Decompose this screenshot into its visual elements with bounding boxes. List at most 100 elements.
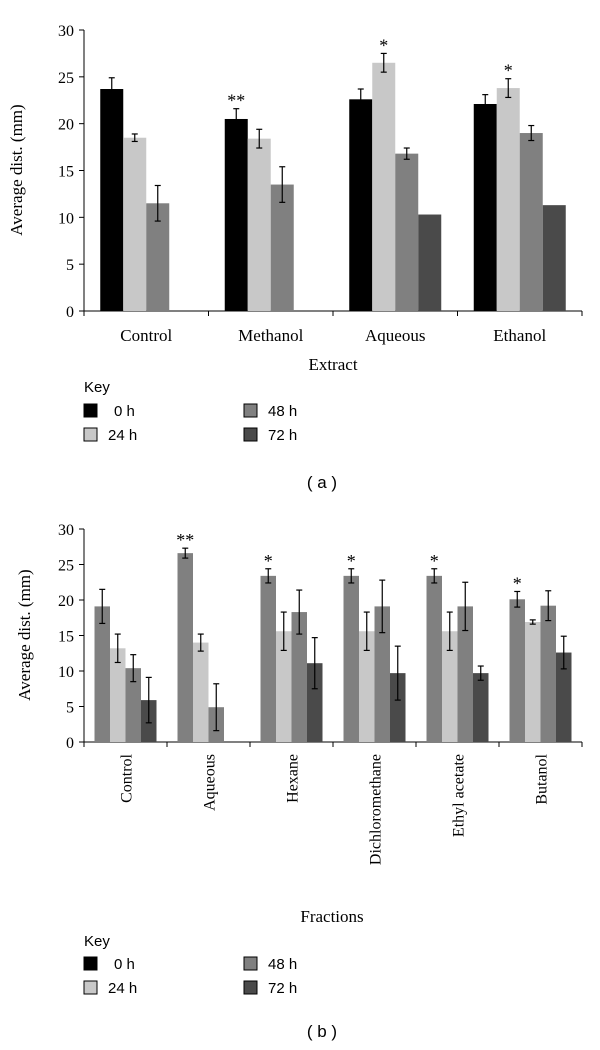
y-tick-label: 10 <box>58 210 74 227</box>
panel-a-x-axis-label: Extract <box>308 355 357 374</box>
y-tick-label: 10 <box>58 664 74 681</box>
panel-a-caption: ( a ) <box>307 473 337 492</box>
legend-b-label-0h: 0 h <box>114 956 135 973</box>
y-tick-label: 20 <box>58 593 74 610</box>
bar <box>146 203 170 311</box>
bar <box>556 652 572 742</box>
y-tick-label: 0 <box>66 304 74 321</box>
bar <box>193 642 209 742</box>
panel-a-bars: **** <box>100 35 566 312</box>
legend-b-swatch-72h <box>243 980 258 995</box>
significance-marker: * <box>513 573 522 593</box>
bar <box>247 138 271 311</box>
y-tick-label: 20 <box>58 117 74 134</box>
bar <box>525 622 541 742</box>
legend-b-label-48h: 48 h <box>268 956 297 973</box>
bar <box>125 668 141 742</box>
bar <box>100 89 124 311</box>
x-tick-label: Hexane <box>285 754 302 803</box>
panel-b-legend-title: Key <box>84 933 110 950</box>
x-tick-label: Ethyl acetate <box>451 754 468 837</box>
y-tick-label: 30 <box>58 23 74 40</box>
panel-a-axes: 0 5 10 15 20 25 30 Control Methanol Aqueous Ethano… <box>58 23 583 345</box>
significance-marker: ** <box>176 530 194 550</box>
x-tick-label: Methanol <box>238 326 303 345</box>
bar <box>260 575 276 742</box>
panel-b-caption: ( b ) <box>307 1022 337 1041</box>
y-tick-label: 15 <box>58 629 74 646</box>
significance-marker: * <box>347 551 356 571</box>
bar <box>372 62 396 312</box>
bar <box>509 599 525 742</box>
bar <box>496 88 520 311</box>
bar <box>270 184 294 311</box>
bar <box>307 663 323 742</box>
x-tick-label: Ethanol <box>493 326 546 345</box>
panel-a-y-axis-label: Average dist. (mm) <box>7 104 26 235</box>
bar <box>395 153 419 311</box>
bar <box>94 606 110 742</box>
legend-label-48h: 48 h <box>268 403 297 420</box>
bar <box>349 99 373 312</box>
panel-b-legend: Key 0 h 24 h 48 h 72 h <box>83 933 297 997</box>
bar <box>540 605 556 742</box>
bar <box>457 606 473 742</box>
x-tick-label: Aqueous <box>202 754 219 811</box>
y-tick-label: 30 <box>58 522 74 539</box>
bar <box>390 673 406 742</box>
panel-b-bars: *** * ** <box>94 530 572 742</box>
legend-swatch-0h <box>83 403 98 418</box>
legend-b-swatch-48h <box>243 956 258 971</box>
x-tick-label: Control <box>119 753 136 802</box>
significance-marker: * <box>379 35 388 55</box>
significance-marker: * <box>504 61 513 81</box>
bar <box>473 673 489 742</box>
legend-label-24h: 24 h <box>108 427 137 444</box>
y-tick-label: 25 <box>58 70 74 87</box>
legend-b-swatch-24h <box>83 980 98 995</box>
bar <box>519 133 543 311</box>
panel-b-x-axis-label: Fractions <box>300 907 363 926</box>
bar <box>418 214 442 311</box>
bar <box>426 575 442 742</box>
panel-a-chart: 0 5 10 15 20 25 30 Control Methanol Aqueous Ethano… <box>7 23 583 492</box>
panel-a-legend-title: Key <box>84 379 110 396</box>
y-tick-label: 5 <box>66 700 74 717</box>
y-tick-label: 15 <box>58 164 74 181</box>
x-tick-label: Dichloromethane <box>368 754 385 865</box>
x-tick-label: Butanol <box>534 753 551 804</box>
legend-b-swatch-0h <box>83 956 98 971</box>
bar <box>359 631 375 742</box>
panel-b-y-axis-label: Average dist. (mm) <box>15 569 34 700</box>
y-tick-label: 0 <box>66 735 74 752</box>
panel-b-chart: 0 5 10 15 20 25 30 Control Aqueous Hexane Dichloro… <box>15 522 583 1041</box>
significance-marker: ** <box>227 91 245 111</box>
bar <box>343 575 359 742</box>
x-tick-label: Control <box>120 326 172 345</box>
legend-label-72h: 72 h <box>268 427 297 444</box>
legend-label-0h: 0 h <box>114 403 135 420</box>
legend-swatch-24h <box>83 427 98 442</box>
bar <box>542 205 566 311</box>
legend-b-label-72h: 72 h <box>268 980 297 997</box>
significance-marker: * <box>264 551 273 571</box>
legend-swatch-72h <box>243 427 258 442</box>
bar <box>224 118 248 311</box>
bar <box>374 606 390 742</box>
bar <box>177 553 193 742</box>
bar <box>276 631 292 742</box>
x-tick-label: Aqueous <box>365 326 425 345</box>
bar <box>442 631 458 742</box>
panel-a-legend: Key 0 h 24 h 48 h 72 h <box>83 379 297 444</box>
bar <box>123 137 147 311</box>
legend-b-label-24h: 24 h <box>108 980 137 997</box>
y-tick-label: 25 <box>58 558 74 575</box>
bar <box>110 648 126 742</box>
panel-b-axes: 0 5 10 15 20 25 30 Control Aqueous Hexane Dichloro… <box>58 522 583 865</box>
legend-swatch-48h <box>243 403 258 418</box>
significance-marker: * <box>430 551 439 571</box>
bar <box>291 612 307 742</box>
y-tick-label: 5 <box>66 257 74 274</box>
bar <box>473 103 497 311</box>
